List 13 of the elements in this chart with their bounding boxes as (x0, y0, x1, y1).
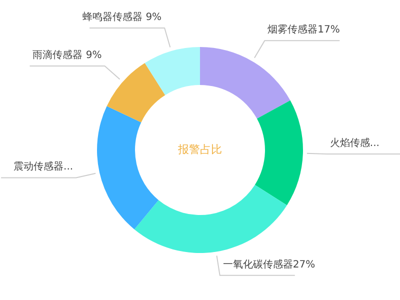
slice-label: 烟雾传感器17% (268, 24, 340, 36)
donut-slice (200, 47, 290, 119)
slice-label: 震动传感器... (14, 160, 74, 173)
text: 报警占比 (177, 143, 222, 156)
slice-label: 一氧化碳传感器27% (222, 258, 316, 270)
donut-slice (106, 63, 166, 122)
slice-label: 雨滴传感器 9% (32, 49, 102, 62)
slice-label: 火焰传感... (330, 136, 380, 149)
donut-slice (254, 100, 303, 206)
slice-label: 蜂鸣器传感器 9% (82, 11, 162, 24)
donut-slice (134, 184, 287, 253)
donut-slice (144, 47, 200, 96)
donut-slice (97, 106, 159, 230)
